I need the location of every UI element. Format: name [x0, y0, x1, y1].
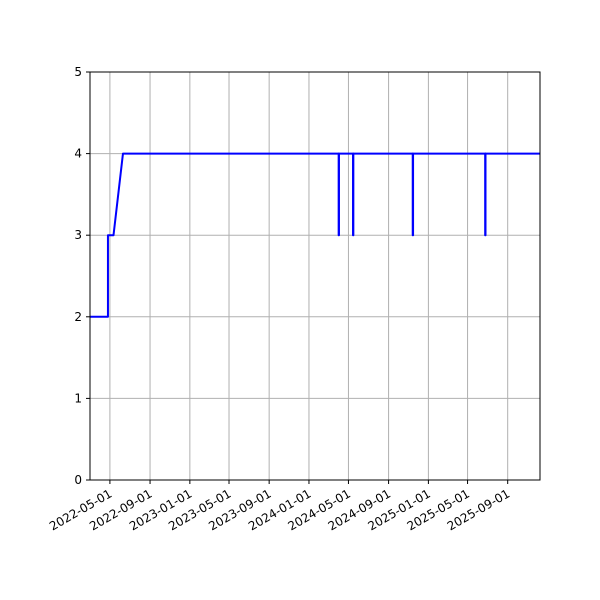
y-tick-label: 5 [74, 65, 82, 79]
grid-layer [90, 71, 540, 481]
series-layer [90, 152, 540, 318]
plot-area-frame [89, 71, 541, 481]
y-tick-label: 0 [74, 473, 82, 487]
y-tick-label: 1 [74, 391, 82, 405]
series-line [90, 152, 540, 318]
y-tick-label: 3 [74, 228, 82, 242]
tick-layer: 0123452022-05-012022-09-012023-01-012023… [47, 65, 512, 533]
y-tick-label: 2 [74, 310, 82, 324]
y-tick-label: 4 [74, 147, 82, 161]
